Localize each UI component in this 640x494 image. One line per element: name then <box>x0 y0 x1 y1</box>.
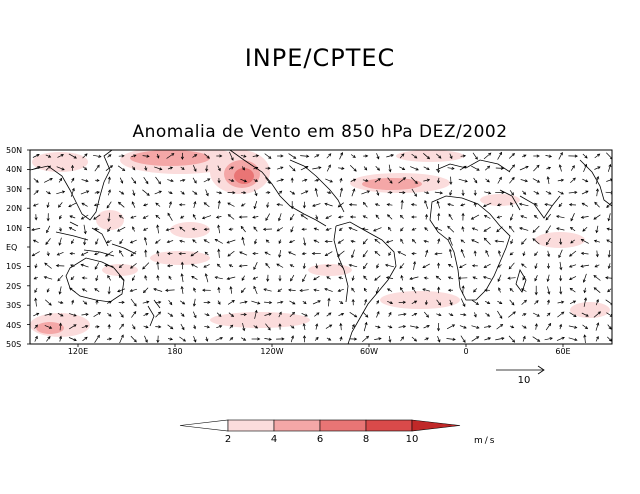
map-title: Anomalia de Vento em 850 hPa DEZ/2002 <box>132 122 508 142</box>
europe-coastline <box>435 159 511 173</box>
lat-label-40n: 40N <box>6 165 23 174</box>
lat-label-10n: 10N <box>6 224 23 233</box>
lon-label-120e: 120E <box>67 347 89 356</box>
colorbar-tick-6: 6 <box>316 434 324 445</box>
lat-label-20s: 20S <box>6 282 22 291</box>
colorbar-tick-10: 10 <box>405 434 419 445</box>
africa-coastline <box>429 195 511 301</box>
axis-ticks <box>27 149 564 347</box>
colorbar-tick-4: 4 <box>270 434 278 445</box>
lon-label-120w: 120W <box>260 347 284 356</box>
organization-title: INPE/CPTEC <box>244 44 396 72</box>
lat-label-50n: 50N <box>6 146 23 155</box>
lon-label-60w: 60W <box>359 347 379 356</box>
north-america-coastline <box>229 150 345 227</box>
asia-coastline <box>30 150 113 221</box>
lat-label-10s: 10S <box>6 262 22 271</box>
anomaly-shading <box>30 150 612 344</box>
new-zealand-coastline <box>147 299 161 327</box>
coastlines <box>30 150 612 344</box>
east-asia-coastline <box>579 159 612 207</box>
lat-label-40s: 40S <box>6 321 22 330</box>
colorbar-tick-2: 2 <box>224 434 232 445</box>
lat-label-30s: 30S <box>6 301 22 310</box>
colorbar-units: m/s <box>474 436 497 446</box>
colorbar-tick-8: 8 <box>362 434 370 445</box>
madagascar-coastline <box>515 269 527 293</box>
lat-label-20n: 20N <box>6 204 23 213</box>
colorbar <box>179 419 461 432</box>
lat-label-eq: EQ <box>6 243 18 252</box>
lat-label-30n: 30N <box>6 185 23 194</box>
south-america-coastline <box>333 221 397 344</box>
lon-label-0: 0 <box>463 347 469 356</box>
reference-vector-label: 10 <box>517 375 531 386</box>
lat-label-50s: 50S <box>6 340 22 349</box>
australia-coastline <box>65 257 125 303</box>
wind-vectors <box>31 151 612 344</box>
maritime-continent-islands <box>55 221 137 257</box>
reference-vector <box>496 365 545 375</box>
india-arabia-coastline <box>499 189 561 219</box>
lon-label-180: 180 <box>167 347 183 356</box>
lon-label-60e: 60E <box>555 347 571 356</box>
